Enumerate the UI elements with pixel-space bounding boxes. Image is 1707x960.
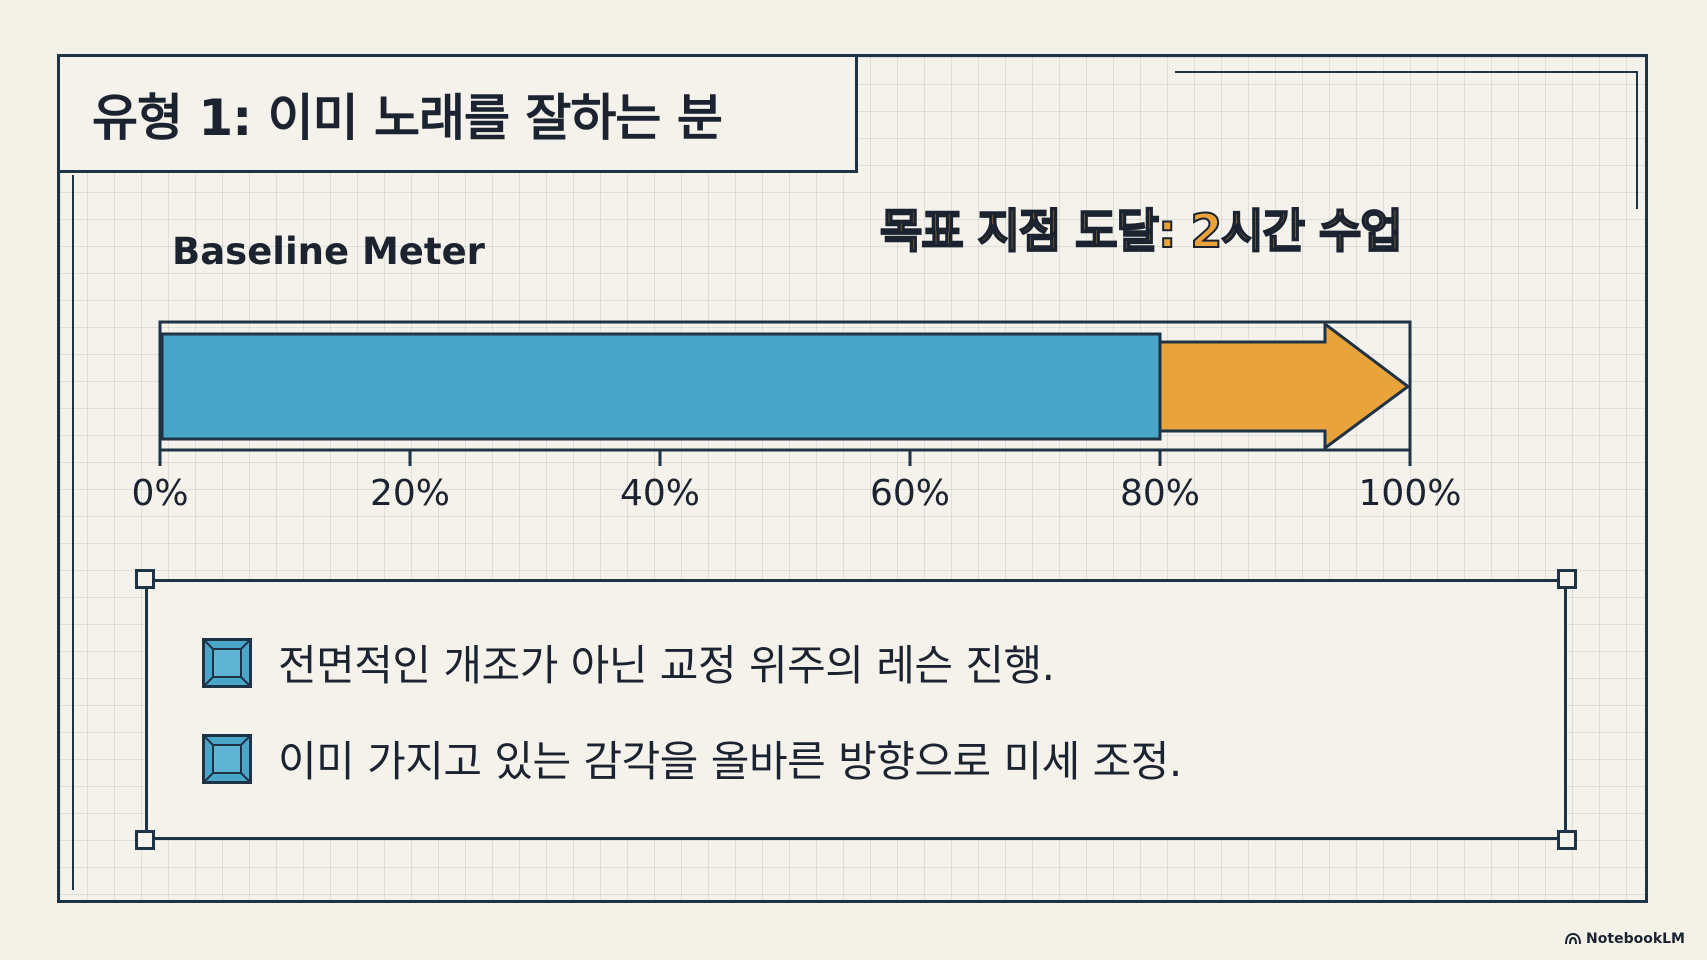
page-title: 유형 1: 이미 노래를 잘하는 분: [92, 88, 723, 147]
note-item: 전면적인 개조가 아닌 교정 위주의 레슨 진행.: [202, 632, 1055, 693]
note-item: 이미 가지고 있는 감각을 올바른 방향으로 미세 조정.: [202, 728, 1182, 789]
frame-accent-line-top: [1175, 71, 1638, 73]
frame-accent-line-left: [72, 175, 74, 890]
corner-handle-bottom-right: [1557, 830, 1577, 850]
brand-watermark: NotebookLM: [1565, 931, 1685, 947]
corner-handle-top-right: [1557, 569, 1577, 589]
brand-name: NotebookLM: [1586, 931, 1685, 947]
title-box: 유형 1: 이미 노래를 잘하는 분: [60, 57, 858, 173]
tick-label: 80%: [1120, 473, 1200, 514]
tick-label: 40%: [620, 473, 700, 514]
note-text: 전면적인 개조가 아닌 교정 위주의 레슨 진행.: [278, 641, 1055, 690]
corner-handle-bottom-left: [135, 830, 155, 850]
baseline-meter-chart: 0% 20% 40% 60% 80% 100%: [131, 320, 1461, 514]
tick-label: 60%: [870, 473, 950, 514]
meter-track: [158, 320, 1412, 452]
corner-handle-top-left: [135, 569, 155, 589]
frame-accent-line-right: [1636, 71, 1638, 209]
notes-box: 전면적인 개조가 아닌 교정 위주의 레슨 진행. 이미 가지고 있는 감각을 …: [135, 569, 1577, 850]
note-text: 이미 가지고 있는 감각을 올바른 방향으로 미세 조정.: [278, 737, 1182, 786]
blueprint-frame: 유형 1: 이미 노래를 잘하는 분 목표 지점 도달: 2시간 수업 Base…: [57, 54, 1648, 903]
tick-label: 100%: [1359, 473, 1462, 514]
meter-title: Baseline Meter: [172, 230, 485, 273]
baseline-bar: [160, 332, 1162, 441]
beveled-square-icon: [202, 637, 252, 688]
beveled-square-icon: [202, 733, 252, 784]
goal-arrow: [1158, 320, 1411, 451]
tick-label: 20%: [370, 473, 450, 514]
tick-label: 0%: [131, 473, 188, 514]
goal-label: 목표 지점 도달: 2시간 수업: [879, 203, 1404, 259]
notebooklm-logo-icon: [1565, 933, 1582, 945]
